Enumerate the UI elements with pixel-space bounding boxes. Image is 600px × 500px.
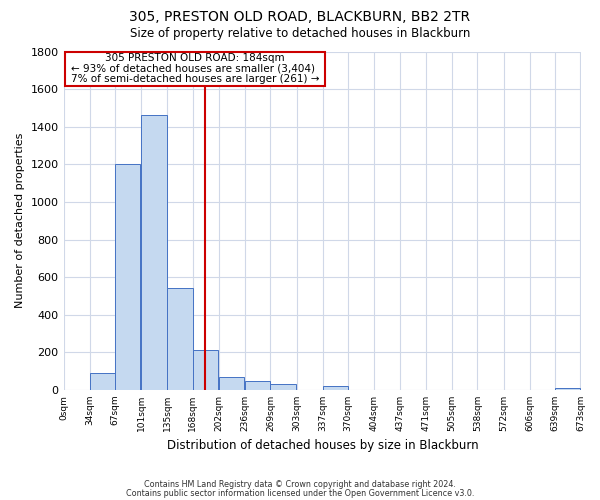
- Bar: [89, 373, 115, 390]
- X-axis label: Distribution of detached houses by size in Blackburn: Distribution of detached houses by size …: [167, 440, 478, 452]
- Bar: [193, 350, 218, 390]
- Bar: [115, 164, 140, 390]
- Bar: [167, 288, 193, 390]
- Bar: [219, 377, 244, 390]
- Bar: [141, 116, 167, 390]
- Text: Contains HM Land Registry data © Crown copyright and database right 2024.: Contains HM Land Registry data © Crown c…: [144, 480, 456, 489]
- Text: 7% of semi-detached houses are larger (261) →: 7% of semi-detached houses are larger (2…: [71, 74, 320, 85]
- Bar: [245, 380, 271, 390]
- Bar: [271, 384, 296, 390]
- Text: 305, PRESTON OLD ROAD, BLACKBURN, BB2 2TR: 305, PRESTON OLD ROAD, BLACKBURN, BB2 2T…: [130, 10, 470, 24]
- Text: Contains public sector information licensed under the Open Government Licence v3: Contains public sector information licen…: [126, 489, 474, 498]
- Bar: [555, 388, 580, 390]
- Text: 305 PRESTON OLD ROAD: 184sqm: 305 PRESTON OLD ROAD: 184sqm: [105, 54, 285, 64]
- Text: Size of property relative to detached houses in Blackburn: Size of property relative to detached ho…: [130, 28, 470, 40]
- Bar: [323, 386, 348, 390]
- Text: ← 93% of detached houses are smaller (3,404): ← 93% of detached houses are smaller (3,…: [71, 64, 315, 74]
- Y-axis label: Number of detached properties: Number of detached properties: [15, 133, 25, 308]
- FancyBboxPatch shape: [65, 52, 325, 86]
